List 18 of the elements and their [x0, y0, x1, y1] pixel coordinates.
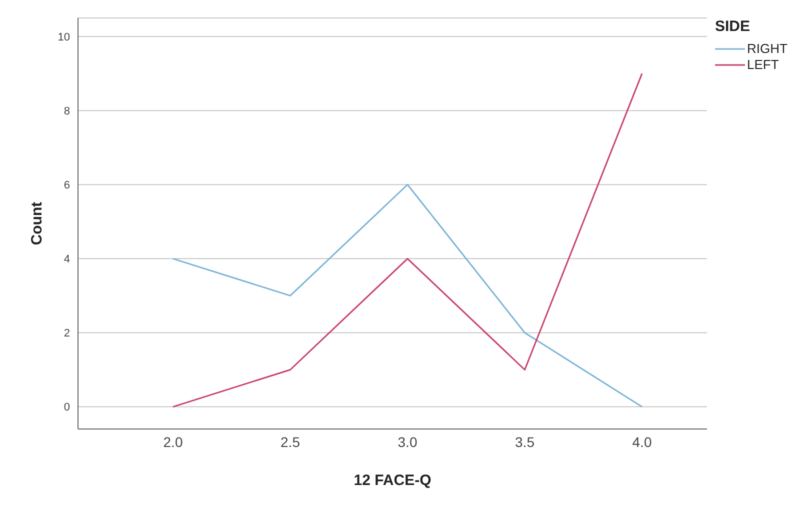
x-tick-label: 2.0	[163, 434, 183, 450]
line-series	[172, 72, 643, 408]
y-tick-label: 6	[64, 180, 70, 192]
y-tick-label: 0	[64, 402, 70, 414]
x-tick-label: 2.5	[280, 434, 300, 450]
y-tick-label: 8	[64, 105, 70, 118]
legend-label: RIGHT	[747, 41, 788, 57]
y-tick-label: 4	[64, 254, 70, 266]
y-axis-title: Count	[28, 202, 46, 246]
x-axis-title: 12 FACE-Q	[354, 472, 432, 489]
legend-label: LEFT	[747, 57, 779, 73]
line-series	[172, 184, 643, 408]
legend-title: SIDE	[715, 18, 752, 35]
x-tick-label: 4.0	[632, 434, 652, 450]
y-tick-label: 10	[58, 31, 70, 44]
y-tick-label: 2	[64, 328, 70, 340]
x-tick-label: 3.0	[398, 434, 418, 450]
x-tick-label: 3.5	[515, 434, 535, 450]
